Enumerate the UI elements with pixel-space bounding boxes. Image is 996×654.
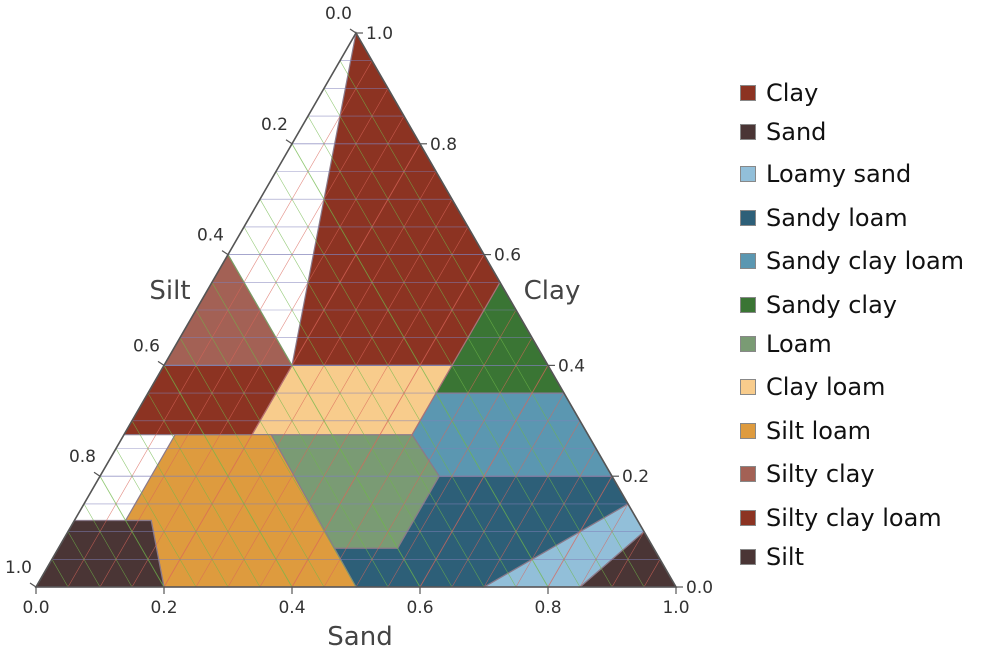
clay-tick-label: 1.0: [366, 24, 393, 44]
legend-item-silty-clay: Silty clay: [740, 459, 875, 489]
grid-line-sand: [387, 337, 533, 588]
legend-label: Clay loam: [766, 373, 886, 401]
grid-line-sand: [611, 531, 645, 588]
sand-axis-title: Sand: [327, 622, 392, 652]
legend-label: Silt: [766, 543, 804, 571]
legend-label: Loam: [766, 330, 832, 358]
legend-label: Clay: [766, 79, 819, 107]
silt-tick-mark: [93, 471, 101, 477]
silt-tick-label: 0.2: [261, 115, 288, 135]
sand-tick-label: 0.0: [22, 598, 49, 618]
legend-label: Silty clay: [766, 460, 875, 488]
legend-item-loamy-sand: Loamy sand: [740, 159, 911, 189]
grid-line-sand: [483, 420, 581, 588]
legend-item-clay-loam: Clay loam: [740, 372, 885, 402]
grid-line-sand: [131, 115, 405, 588]
silt-tick-label: 0.0: [325, 4, 352, 24]
legend-label: Silty clay loam: [766, 504, 942, 532]
silt-tick-label: 1.0: [5, 558, 32, 578]
legend-label: Loamy sand: [766, 160, 912, 188]
legend-item-sandy-clay: Sandy clay: [740, 290, 897, 320]
triangle-outline: [34, 31, 678, 588]
grid-line-sand: [643, 559, 661, 588]
clay-tick-label: 0.8: [430, 135, 457, 155]
silt-tick-label: 0.4: [197, 226, 224, 246]
grid-line-sand: [67, 60, 373, 588]
silt-axis-title: Silt: [149, 276, 190, 306]
grid-line-sand: [451, 392, 565, 588]
axis-ticks: 0.0 0.0 0.0 0.2 0.2 0.2 0.4 0.4 0.4 0.6 0.6 0.6 0.8 0…: [5, 4, 713, 618]
grid-line-sand: [419, 365, 549, 588]
clay-tick-label: 0.2: [622, 467, 649, 487]
legend-swatch: [740, 423, 756, 439]
silt-tick-label: 0.8: [69, 447, 96, 467]
clay-tick-label: 0.6: [494, 246, 521, 266]
legend-swatch: [740, 85, 756, 101]
legend-item-sandy-clay-loam: Sandy clay loam: [740, 246, 964, 276]
legend-item-silt-loam: Silt loam: [740, 416, 871, 446]
grid-line-silt: [131, 420, 229, 588]
grid-line-silt: [83, 503, 133, 588]
sand-tick-label: 0.6: [406, 598, 433, 618]
grid-line-sand: [195, 171, 437, 588]
grid-line-silt: [147, 392, 261, 588]
grid-line-sand: [515, 448, 597, 588]
silt-tick-mark: [349, 28, 357, 34]
clay-tick-label: 0.4: [558, 356, 585, 376]
legend-item-silt: Silt: [740, 542, 804, 572]
legend-swatch: [740, 336, 756, 352]
sand-tick-label: 0.8: [534, 598, 561, 618]
grid-line-silt: [307, 115, 581, 588]
legend-swatch: [740, 510, 756, 526]
grid-line-silt: [179, 337, 325, 588]
silt-tick-mark: [221, 250, 229, 256]
grid-line-sand: [323, 282, 501, 588]
sand-tick-label: 0.2: [150, 598, 177, 618]
legend-label: Sandy clay: [766, 291, 897, 319]
grid-line-silt: [115, 448, 197, 588]
legend-item-clay: Clay: [740, 78, 818, 108]
grid-line-silt: [211, 282, 389, 588]
grid-line-sand: [547, 475, 613, 588]
grid-line-silt: [99, 475, 165, 588]
silt-tick-mark: [285, 139, 293, 145]
legend-swatch: [740, 253, 756, 269]
legend-swatch: [740, 210, 756, 226]
grid-line-silt: [339, 60, 645, 588]
grid-line-silt: [275, 171, 517, 588]
grid-line-silt: [163, 365, 293, 588]
sand-tick-label: 0.4: [278, 598, 305, 618]
legend-item-sand: Sand: [740, 117, 826, 147]
legend-swatch: [740, 466, 756, 482]
grid-line-silt: [51, 559, 69, 588]
legend-swatch: [740, 297, 756, 313]
triangle-grid: [51, 60, 661, 588]
silt-tick-mark: [157, 360, 165, 366]
clay-tick-label: 0.0: [686, 578, 713, 598]
legend-swatch: [740, 549, 756, 565]
sand-tick-label: 1.0: [662, 598, 689, 618]
grid-line-sand: [355, 309, 517, 588]
legend-swatch: [740, 124, 756, 140]
legend-swatch: [740, 166, 756, 182]
triangle-border: [34, 31, 678, 588]
legend-label: Sandy clay loam: [766, 247, 965, 275]
legend-swatch: [740, 379, 756, 395]
legend-item-silty-clay-loam: Silty clay loam: [740, 503, 942, 533]
grid-line-sand: [259, 226, 469, 588]
legend-label: Silt loam: [766, 417, 872, 445]
clay-axis-title: Clay: [524, 276, 581, 306]
silt-tick-label: 0.6: [133, 336, 160, 356]
grid-line-sand: [579, 503, 629, 588]
legend-label: Sand: [766, 118, 827, 146]
silt-tick-mark: [29, 582, 37, 588]
region-sandy-clay-loam: [411, 392, 614, 477]
grid-line-silt: [243, 226, 453, 588]
legend-item-sandy-loam: Sandy loam: [740, 203, 908, 233]
legend-label: Sandy loam: [766, 204, 908, 232]
grid-line-silt: [195, 309, 357, 588]
legend-item-loam: Loam: [740, 329, 832, 359]
grid-line-silt: [67, 531, 101, 588]
